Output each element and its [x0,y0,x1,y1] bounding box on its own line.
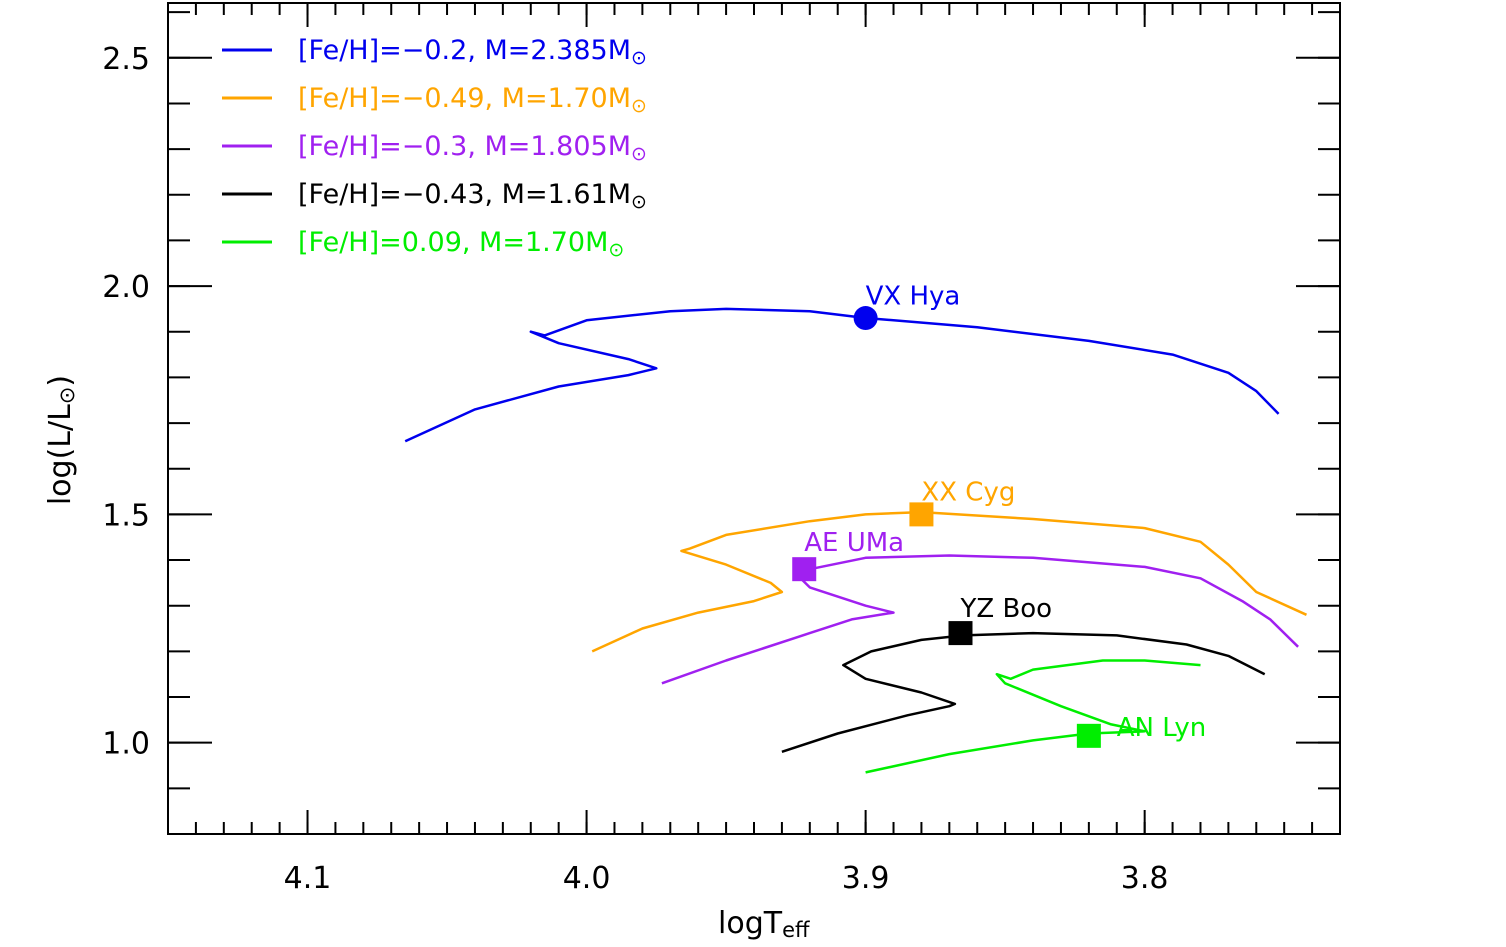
legend: [Fe/H]=−0.2, M=2.385M⊙ [Fe/H]=−0.49, M=1.… [222,35,647,261]
x-tick-label: 4.1 [284,861,332,896]
star-label: XX Cyg [921,478,1015,508]
y-tick-label: 2.5 [102,42,150,77]
x-tick-label: 3.8 [1121,861,1169,896]
x-tick-label: 3.9 [842,861,890,896]
y-axis-title: log(L/L⊙) [43,375,79,505]
series-line [865,659,1201,774]
series-line [781,631,1266,753]
legend-label: [Fe/H]=−0.43, M=1.61M⊙ [298,179,647,213]
tick-labels: 4.1 4.0 3.9 3.8 1.0 1.5 2.0 2.5 [102,42,1168,896]
stars-layer: VX Hya XX Cyg AE UMa YZ Boo AN Lyn [792,281,1206,748]
y-tick-label: 2.0 [102,270,150,305]
legend-label: [Fe/H]=−0.2, M=2.385M⊙ [298,35,647,69]
legend-label: [Fe/H]=0.09, M=1.70M⊙ [298,227,624,261]
star-marker [853,306,878,331]
star-label: YZ Boo [959,594,1052,624]
star-label: AE UMa [804,528,904,558]
plot-frame [167,2,1341,835]
legend-label: [Fe/H]=−0.3, M=1.805M⊙ [298,131,647,165]
y-tick-label: 1.5 [102,498,150,533]
star-marker [792,557,817,582]
legend-label: [Fe/H]=−0.49, M=1.70M⊙ [298,83,647,117]
series-line [591,510,1308,653]
y-tick-label: 1.0 [102,727,150,762]
axis-ticks [167,3,1341,835]
x-axis-title: logTeff [718,906,810,942]
star-marker [948,621,973,646]
star-label: AN Lyn [1117,713,1206,743]
star-marker [909,502,934,527]
x-tick-label: 4.0 [563,861,611,896]
star-marker [1076,723,1101,748]
star-label: VX Hya [866,281,961,311]
series-line [404,307,1280,443]
